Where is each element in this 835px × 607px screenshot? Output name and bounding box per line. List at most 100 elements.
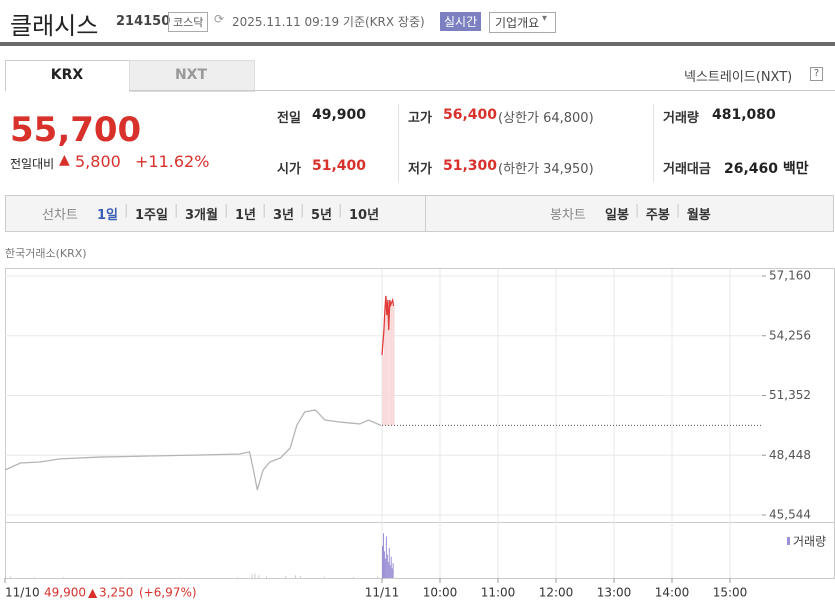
volume-bar	[388, 548, 390, 578]
x-tick-label: 13:00	[597, 586, 632, 600]
stock-code: 214150	[116, 14, 171, 29]
source-label: 한국거래소(KRX)	[5, 247, 87, 260]
range-button[interactable]: 5년	[310, 208, 332, 223]
stat-label: 고가	[408, 111, 432, 126]
volume-bar	[387, 562, 389, 578]
separator: |	[173, 203, 179, 218]
area-segment	[384, 309, 386, 426]
range-button[interactable]: 3년	[272, 208, 294, 223]
price-line	[381, 295, 395, 356]
range-button[interactable]: 10년	[349, 208, 380, 223]
volume-bar	[382, 546, 383, 578]
toolbar-label: 선차트	[42, 208, 78, 223]
range-button[interactable]: 주봉	[645, 208, 670, 223]
up-arrow: ▲	[59, 152, 70, 168]
area-segment	[387, 300, 389, 426]
volume-bar	[121, 577, 122, 578]
stat-label: 거래대금	[663, 162, 711, 177]
volume-bar	[258, 575, 260, 578]
stat-value: 26,460 백만	[724, 161, 809, 177]
company-button[interactable]: 기업개요	[489, 12, 557, 33]
tab-active[interactable]	[5, 60, 130, 91]
help-icon: ?	[810, 67, 823, 81]
footer-change: 3,250	[99, 586, 133, 600]
volume-bar	[9, 576, 11, 578]
separator: |	[675, 203, 681, 218]
range-button[interactable]: 월봉	[686, 208, 711, 223]
separator: |	[338, 203, 343, 218]
range-button[interactable]: 1일	[97, 208, 119, 223]
market-badge: 코스닥	[168, 12, 209, 32]
legend-swatch	[787, 537, 790, 545]
divider	[425, 196, 426, 231]
stat-value: 51,300	[443, 158, 498, 174]
volume-bar	[377, 576, 379, 578]
volume-bar	[386, 554, 388, 578]
toolbar	[5, 195, 834, 232]
tab[interactable]	[129, 60, 255, 92]
current-price: 55,700	[10, 110, 142, 150]
y-tick-label: 45,544	[769, 508, 811, 522]
volume-bar	[237, 577, 238, 578]
plot-frame	[5, 268, 835, 579]
volume-bar	[391, 568, 393, 578]
stat-label: 시가	[277, 162, 301, 177]
legend-label: 거래량	[793, 535, 826, 549]
realtime-badge[interactable]: 실시간	[440, 12, 482, 31]
x-tick-label: 10:00	[423, 586, 458, 600]
stat-label: 전일	[277, 111, 301, 126]
stat-value: 481,080	[712, 107, 776, 123]
stat-label: 거래량	[663, 111, 699, 126]
y-tick-label: 51,352	[769, 388, 811, 402]
volume-bar	[353, 577, 354, 578]
area-segment	[383, 330, 385, 426]
volume-bar	[295, 575, 296, 578]
volume-bar	[385, 536, 387, 578]
stat-note: (상한가 64,800)	[498, 111, 594, 126]
range-button[interactable]: 1주일	[135, 208, 168, 223]
tab-label[interactable]: KRX	[50, 67, 84, 83]
header-rule	[0, 42, 835, 46]
change-label: 전일대비	[10, 157, 55, 171]
footer-pct: (+6,97%)	[139, 586, 197, 600]
stock-name: 클래시스	[10, 12, 99, 40]
area-segment	[388, 330, 390, 426]
volume-bar	[285, 576, 287, 578]
clock-icon: ⟳	[214, 12, 225, 26]
x-tick-label: 14:00	[655, 586, 690, 600]
x-tick-label: 11:00	[481, 586, 516, 600]
volume-bar	[382, 533, 384, 578]
divider	[398, 104, 399, 182]
volume-bar	[34, 577, 35, 578]
stat-value: 56,400	[443, 107, 498, 123]
area-segment	[389, 300, 391, 426]
volume-bar	[389, 565, 391, 578]
range-button[interactable]: 일봉	[605, 208, 629, 223]
range-button[interactable]: 3개월	[184, 208, 218, 223]
caret: ▾	[542, 13, 548, 24]
tab-label[interactable]: NXT	[174, 67, 208, 83]
volume-bar	[266, 576, 267, 578]
footer-close: 49,900	[44, 586, 86, 600]
footer-arrow: ▲	[88, 586, 98, 600]
stat-label: 저가	[408, 162, 432, 177]
timestamp: 2025.11.11 09:19 기준(KRX 장중)	[232, 15, 425, 29]
stat-value: 51,400	[312, 158, 367, 174]
volume-bar	[392, 563, 394, 578]
separator: |	[124, 203, 129, 218]
area-segment	[386, 315, 388, 426]
divider	[653, 104, 654, 182]
area-segment	[390, 305, 393, 426]
volume-bar	[383, 551, 385, 578]
price-line	[4, 409, 382, 491]
volume-bar	[5, 574, 6, 578]
x-tick-label: 12:00	[539, 586, 574, 600]
volume-bar	[384, 558, 386, 578]
nxt-link[interactable]: 넥스트레이드(NXT)	[684, 70, 793, 85]
change-pct: +11.62%	[135, 152, 210, 171]
volume-bar	[251, 574, 253, 578]
change: 5,800	[75, 152, 121, 171]
range-button[interactable]: 1년	[234, 208, 256, 223]
stat-value: 49,900	[312, 107, 367, 123]
